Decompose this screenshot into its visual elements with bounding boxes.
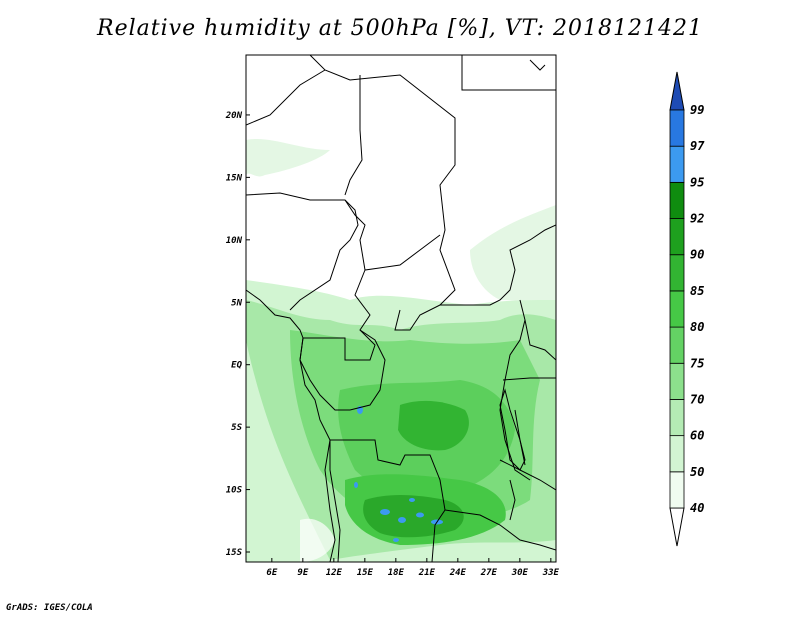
coastline [246, 59, 546, 562]
lon-tick-label: 6E [266, 568, 277, 578]
colorbar: 40 50 60 70 75 80 85 90 92 95 97 99 [669, 71, 705, 547]
colorbar-label: 50 [690, 465, 704, 479]
lat-tick-label: EQ [231, 361, 242, 371]
colorbar-segment [669, 254, 685, 292]
map-title: Relative humidity at 500hPa [%], VT: 201… [97, 16, 703, 41]
colorbar-label: 40 [690, 501, 704, 515]
colorbar-label: 92 [690, 212, 704, 226]
lat-tick-label: 20N [225, 111, 243, 121]
colorbar-segment [669, 145, 685, 183]
lon-tick-label: 24E [449, 568, 467, 578]
colorbar-segment [669, 326, 685, 364]
lon-tick-label: 21E [418, 568, 436, 578]
colorbar-segment [669, 290, 685, 328]
humidity-area-high-center-core [398, 400, 469, 451]
colorbar-label: 97 [690, 139, 705, 153]
colorbar-segment [669, 362, 685, 400]
colorbar-label: 80 [690, 320, 704, 334]
humidity-area-light-southwest [300, 518, 335, 562]
colorbar-label: 85 [690, 284, 704, 298]
lon-axis: 6E 9E 12E 15E 18E 21E 24E 27E 30E 33E [266, 558, 560, 578]
colorbar-label: 75 [690, 356, 704, 370]
lat-tick-label: 5S [231, 423, 242, 433]
lon-tick-label: 15E [357, 568, 374, 578]
border-lines [309, 55, 556, 306]
colorbar-segment [669, 109, 685, 147]
humidity-field [246, 55, 556, 562]
humidity-area-light-nw [246, 138, 330, 177]
colorbar-over-triangle [669, 71, 685, 111]
lat-tick-label: 15N [226, 173, 243, 183]
colorbar-label: 60 [690, 429, 704, 443]
colorbar-segment [669, 435, 685, 473]
colorbar-label: 99 [690, 103, 704, 117]
colorbar-segment [669, 399, 685, 437]
lon-tick-label: 9E [297, 568, 308, 578]
colorbar-label: 95 [690, 175, 704, 189]
colorbar-segment [669, 181, 685, 219]
lat-tick-label: 5N [231, 298, 242, 308]
humidity-area-light-ne [470, 205, 556, 303]
lat-tick-label: 10N [226, 236, 243, 246]
lat-tick-label: 15S [226, 548, 243, 558]
credit-text: GrADS: IGES/COLA [6, 603, 93, 613]
humidity-area-max-south [363, 495, 464, 538]
lon-tick-label: 30E [511, 568, 529, 578]
colorbar-label: 70 [690, 392, 704, 406]
map-frame [245, 54, 557, 563]
lat-tick-label: 10S [226, 486, 243, 496]
colorbar-label: 90 [690, 248, 704, 262]
lon-tick-label: 12E [326, 568, 343, 578]
colorbar-segment [669, 218, 685, 256]
colorbar-segment [669, 471, 685, 509]
lon-tick-label: 33E [542, 568, 560, 578]
country-borders [246, 55, 556, 562]
lon-tick-label: 27E [480, 568, 498, 578]
lat-axis: 20N 15N 10N 5N EQ 5S 10S 15S [225, 111, 250, 558]
humidity-patches-95 [354, 406, 443, 542]
colorbar-under-triangle [669, 507, 685, 547]
lon-tick-label: 18E [388, 568, 405, 578]
